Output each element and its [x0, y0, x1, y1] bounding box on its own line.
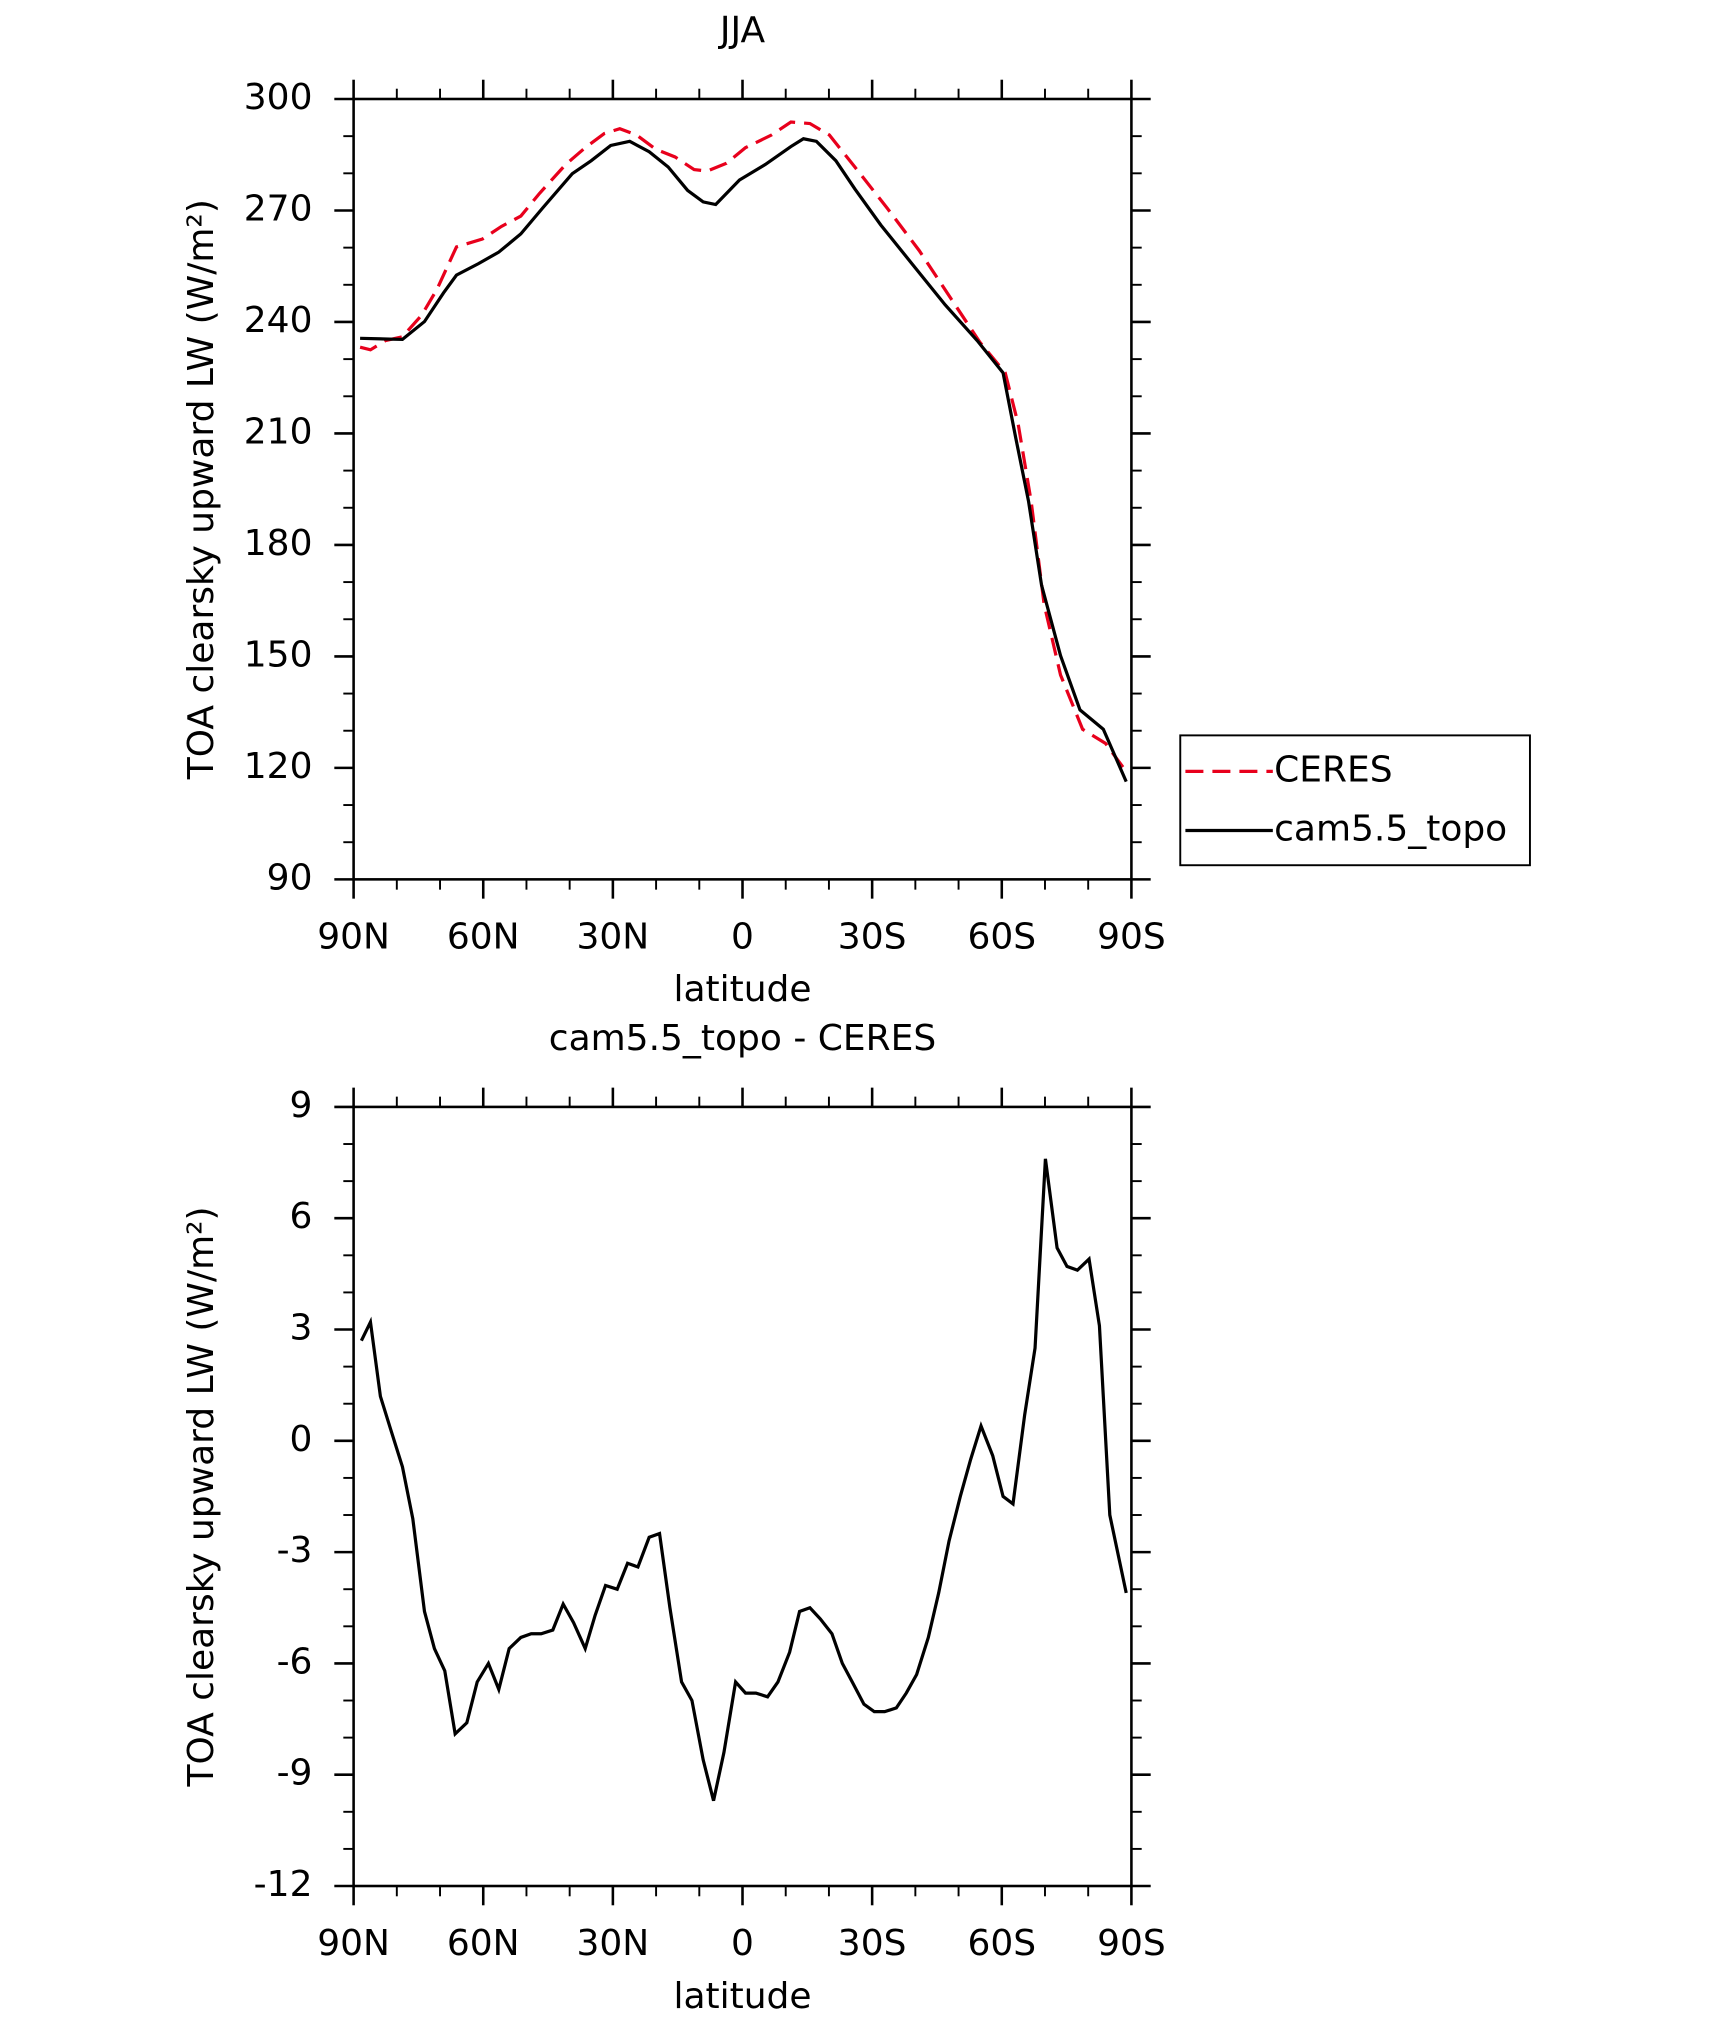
legend-label: CERES [1274, 749, 1392, 790]
x-tick-label: 90N [317, 1923, 390, 1964]
series-line [360, 137, 1128, 783]
legend-box [1179, 734, 1531, 867]
x-tick-label: 60S [967, 917, 1036, 958]
x-axis-label: latitude [673, 969, 811, 1010]
chart-title: JJA [718, 10, 766, 51]
series-line [359, 1158, 1128, 1802]
x-tick-label: 60N [447, 1923, 520, 1964]
x-tick-label: 30S [838, 917, 907, 958]
y-tick-label: 180 [244, 523, 313, 564]
x-axis-label: latitude [673, 1976, 811, 2017]
y-axis-label: TOA clearsky upward LW (W/m²) [181, 1206, 222, 1787]
x-tick-label: 30N [577, 917, 650, 958]
y-tick-label: 9 [290, 1085, 313, 1126]
plot-frame [352, 97, 1133, 881]
y-tick-label: 240 [244, 300, 313, 341]
y-tick-label: 6 [290, 1196, 313, 1237]
y-tick-label: 300 [244, 77, 313, 118]
y-tick-label: -9 [277, 1753, 313, 1794]
y-tick-label: 90 [267, 857, 313, 898]
series-line [359, 120, 1128, 773]
plot-frame [352, 1105, 1133, 1888]
y-tick-label: 0 [290, 1419, 313, 1460]
y-tick-label: 270 [244, 188, 313, 229]
x-tick-label: 30N [577, 1923, 650, 1964]
x-tick-label: 60N [447, 917, 520, 958]
chart-title: cam5.5_topo - CERES [549, 1018, 936, 1059]
x-tick-label: 30S [838, 1923, 907, 1964]
y-tick-label: 150 [244, 634, 313, 675]
y-tick-label: -3 [277, 1530, 313, 1571]
x-tick-label: 90S [1097, 1923, 1166, 1964]
x-tick-label: 0 [731, 1923, 754, 1964]
x-tick-label: 90N [317, 917, 390, 958]
y-tick-label: 210 [244, 411, 313, 452]
y-tick-label: 3 [290, 1308, 313, 1349]
x-tick-label: 60S [967, 1923, 1036, 1964]
y-tick-label: 120 [244, 746, 313, 787]
y-tick-label: -12 [254, 1864, 313, 1905]
x-tick-label: 90S [1097, 917, 1166, 958]
legend-label: cam5.5_topo [1274, 809, 1507, 850]
y-axis-label: TOA clearsky upward LW (W/m²) [181, 199, 222, 780]
y-tick-label: -6 [277, 1641, 313, 1682]
x-tick-label: 0 [731, 917, 754, 958]
